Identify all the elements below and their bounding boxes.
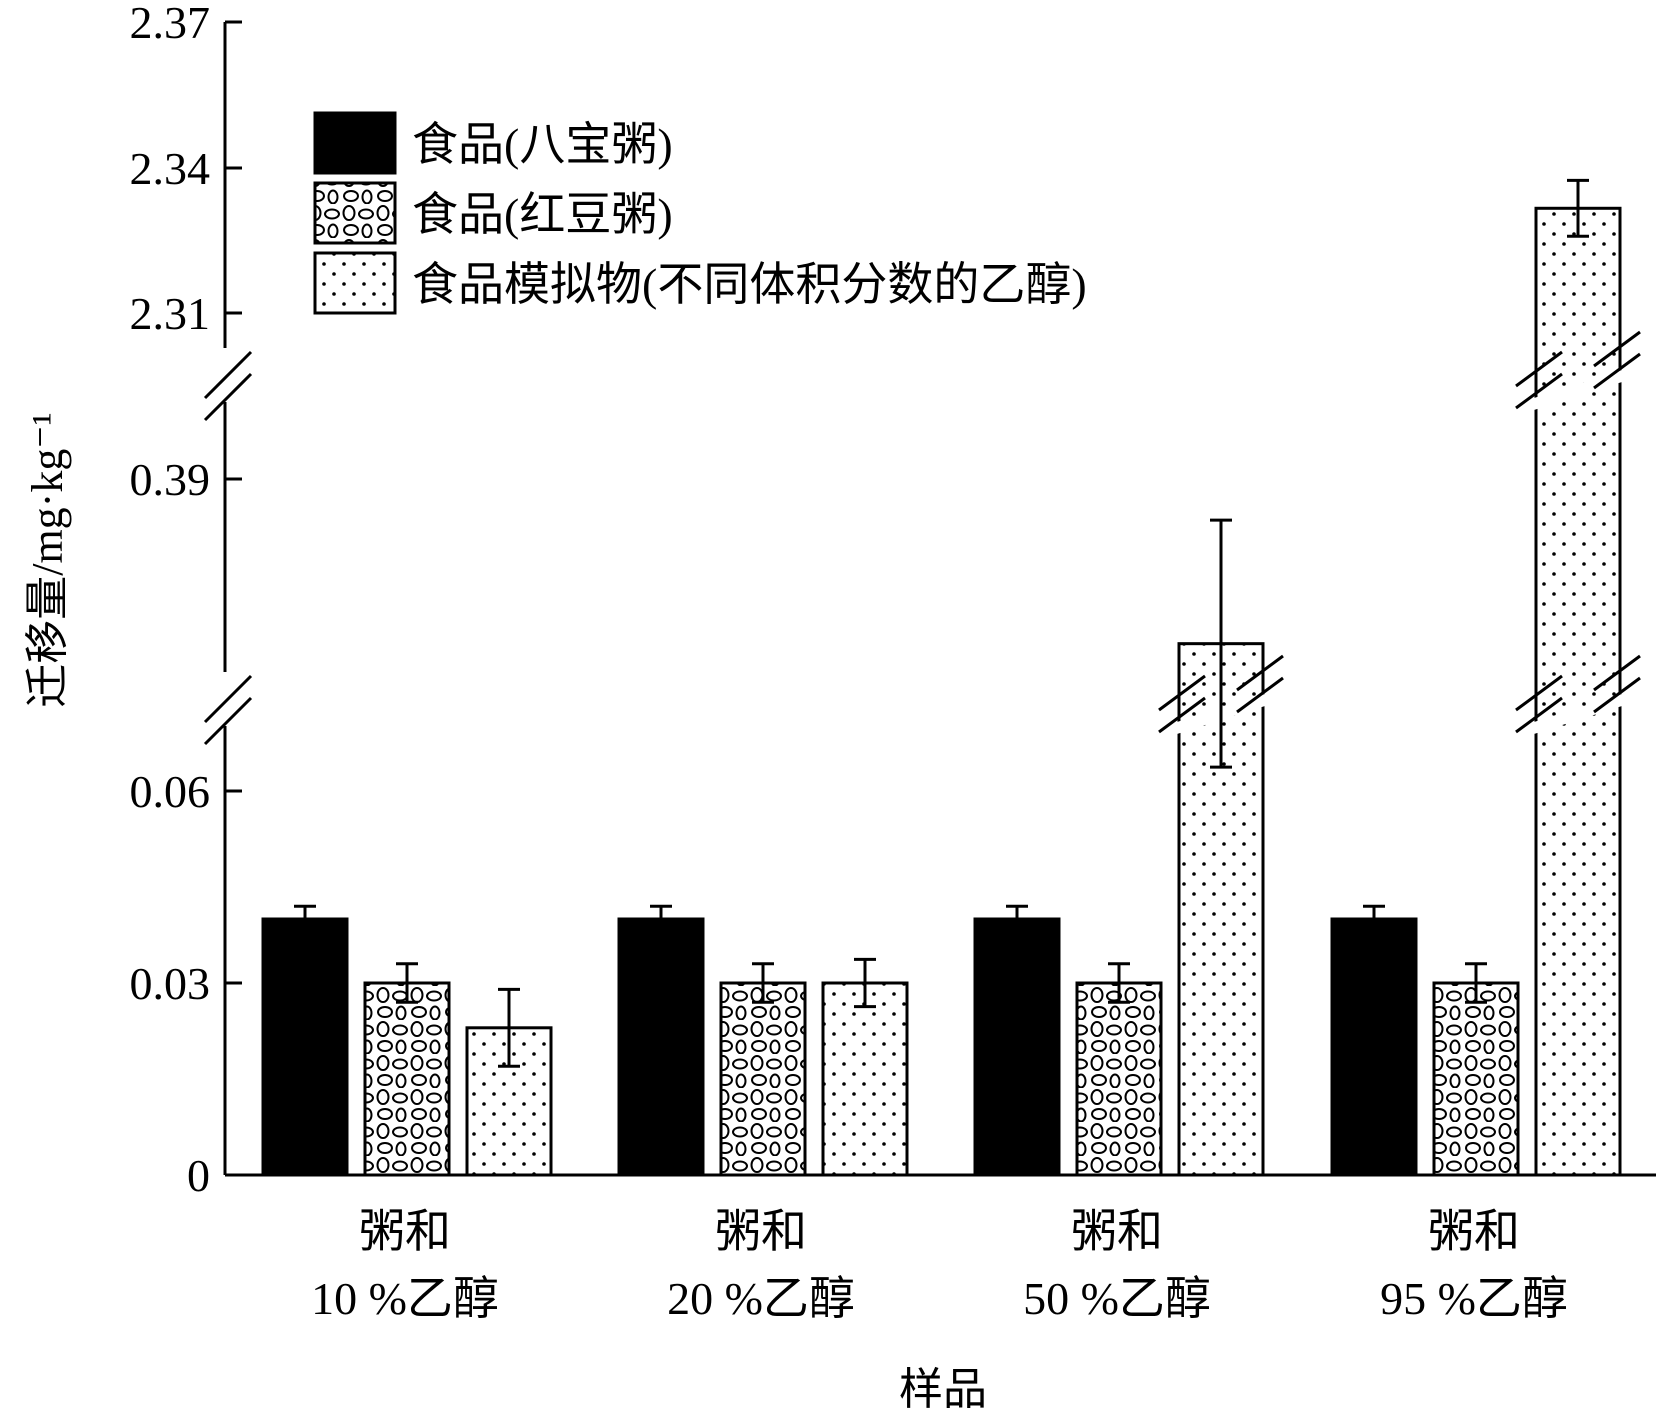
bar-series-1-cat-3: [973, 917, 1061, 1177]
legend-label-series-3: 食品模拟物(不同体积分数的乙醇): [412, 259, 1087, 310]
bar-series-2-cat-4: [1432, 981, 1520, 1177]
bar-break-mark: [1593, 330, 1641, 368]
y-tick-label: 0: [187, 1150, 210, 1201]
bar-break-mark: [1593, 352, 1641, 390]
bar-break-mark: [1158, 674, 1206, 712]
y-ticks: 2.37 2.34 2.31 0.39 0.06 0.03 0: [130, 0, 242, 1201]
legend-label-series-2: 食品(红豆粥): [412, 189, 673, 240]
bar-break-mark: [1158, 696, 1206, 734]
bar-axis-break-gap: [1534, 694, 1622, 734]
y-tick-label: 2.31: [130, 288, 211, 339]
y-tick-label: 0.39: [130, 454, 211, 505]
bar-break-mark: [1236, 676, 1284, 714]
y-tick-label: 2.37: [130, 0, 211, 48]
y-axis-title: 迁移量/mg·kg⁻¹: [23, 412, 72, 708]
y-tick-label: 0.06: [130, 766, 211, 817]
bar-series-2-cat-3: [1075, 981, 1163, 1177]
bar-axis-break-gap: [1534, 370, 1622, 410]
bar-break-mark: [1593, 654, 1641, 692]
x-category-label: 粥和: [359, 1206, 451, 1257]
bar-break-mark: [1515, 674, 1563, 712]
legend-swatch-series-2: [313, 181, 397, 245]
y-axis-break-mark: [203, 372, 253, 422]
x-category-label: 20 %乙醇: [667, 1273, 855, 1324]
bar-series-2-cat-1: [363, 981, 451, 1177]
bar-break-mark: [1515, 372, 1563, 410]
x-category-labels: 粥和 10 %乙醇 粥和 20 %乙醇 粥和 50 %乙醇 粥和 95 %乙醇: [311, 1206, 1568, 1324]
y-axis-break-mark: [203, 350, 253, 400]
x-category-label: 粥和: [715, 1206, 807, 1257]
bar-break-mark: [1515, 350, 1563, 388]
x-category-label: 50 %乙醇: [1023, 1273, 1211, 1324]
y-axis-break-mark: [203, 674, 253, 724]
bar-break-mark: [1593, 676, 1641, 714]
bar-series-1-cat-1: [261, 917, 349, 1177]
x-category-label: 粥和: [1428, 1206, 1520, 1257]
x-category-label: 粥和: [1071, 1206, 1163, 1257]
bar-series-1-cat-4: [1330, 917, 1418, 1177]
x-category-label: 10 %乙醇: [311, 1273, 499, 1324]
bar-series-3-cat-2: [821, 981, 909, 1177]
y-tick-label: 0.03: [130, 958, 211, 1009]
y-axis-break-mark: [203, 696, 253, 746]
bar-break-mark: [1236, 654, 1284, 692]
bar-break-mark: [1515, 696, 1563, 734]
bar-series-1-cat-2: [617, 917, 705, 1177]
bar-series-2-cat-2: [719, 981, 807, 1177]
y-tick-label: 2.34: [130, 143, 211, 194]
bars-group: [261, 178, 1641, 1177]
bar-series-3-cat-4: [1534, 206, 1622, 1177]
legend-swatch-series-3: [313, 251, 397, 315]
x-axis-title: 样品: [899, 1365, 987, 1414]
legend: 食品(八宝粥) 食品(红豆粥) 食品模拟物(不同体积分数的乙醇): [313, 111, 1087, 315]
legend-label-series-1: 食品(八宝粥): [412, 119, 673, 170]
x-category-label: 95 %乙醇: [1380, 1273, 1568, 1324]
legend-swatch-series-1: [313, 111, 397, 175]
